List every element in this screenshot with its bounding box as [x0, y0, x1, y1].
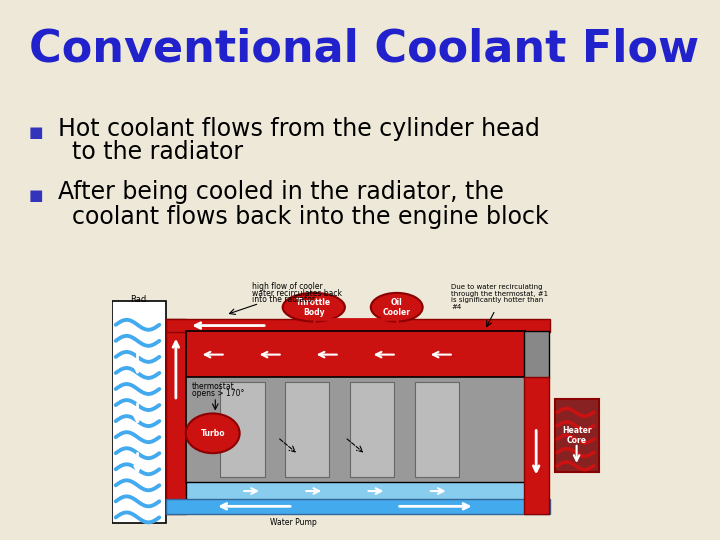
Text: Conventional Coolant Flow: Conventional Coolant Flow [29, 27, 699, 70]
Text: opens > 170°: opens > 170° [192, 389, 244, 398]
Text: Water Pump: Water Pump [270, 518, 316, 527]
FancyBboxPatch shape [186, 482, 526, 500]
Text: coolant flows back into the engine block: coolant flows back into the engine block [72, 205, 549, 229]
FancyBboxPatch shape [166, 319, 549, 332]
FancyBboxPatch shape [523, 332, 549, 378]
Text: through the thermostat, #1: through the thermostat, #1 [451, 291, 548, 297]
FancyBboxPatch shape [555, 399, 599, 471]
Text: Hot coolant flows from the cylinder head: Hot coolant flows from the cylinder head [58, 117, 539, 140]
FancyBboxPatch shape [186, 332, 526, 378]
Text: Oil
Cooler: Oil Cooler [383, 298, 410, 317]
FancyBboxPatch shape [166, 319, 186, 514]
Text: Throttle
Body: Throttle Body [296, 298, 331, 317]
FancyBboxPatch shape [112, 301, 166, 523]
Text: into the radiator: into the radiator [251, 295, 315, 304]
Text: Turbo: Turbo [200, 429, 225, 438]
Text: high flow of cooler: high flow of cooler [251, 282, 323, 291]
Ellipse shape [371, 293, 423, 321]
FancyBboxPatch shape [415, 382, 459, 477]
FancyBboxPatch shape [285, 382, 329, 477]
FancyBboxPatch shape [166, 499, 549, 514]
Text: to the radiator: to the radiator [72, 140, 243, 164]
Text: is significantly hotter than: is significantly hotter than [451, 297, 544, 303]
Text: Heater
Core: Heater Core [562, 426, 591, 445]
Text: ■: ■ [29, 125, 43, 140]
Ellipse shape [283, 293, 345, 321]
Text: After being cooled in the radiator, the: After being cooled in the radiator, the [58, 180, 503, 204]
Text: water recirculates back: water recirculates back [251, 289, 341, 298]
Text: #4: #4 [451, 303, 462, 310]
FancyBboxPatch shape [220, 382, 264, 477]
Text: thermostat: thermostat [192, 382, 235, 390]
FancyBboxPatch shape [350, 382, 394, 477]
Text: Due to water recirculating: Due to water recirculating [451, 284, 543, 291]
FancyBboxPatch shape [186, 377, 526, 483]
FancyBboxPatch shape [523, 377, 549, 514]
Text: Rad: Rad [130, 295, 147, 304]
Text: ■: ■ [29, 188, 43, 203]
Circle shape [186, 414, 240, 453]
